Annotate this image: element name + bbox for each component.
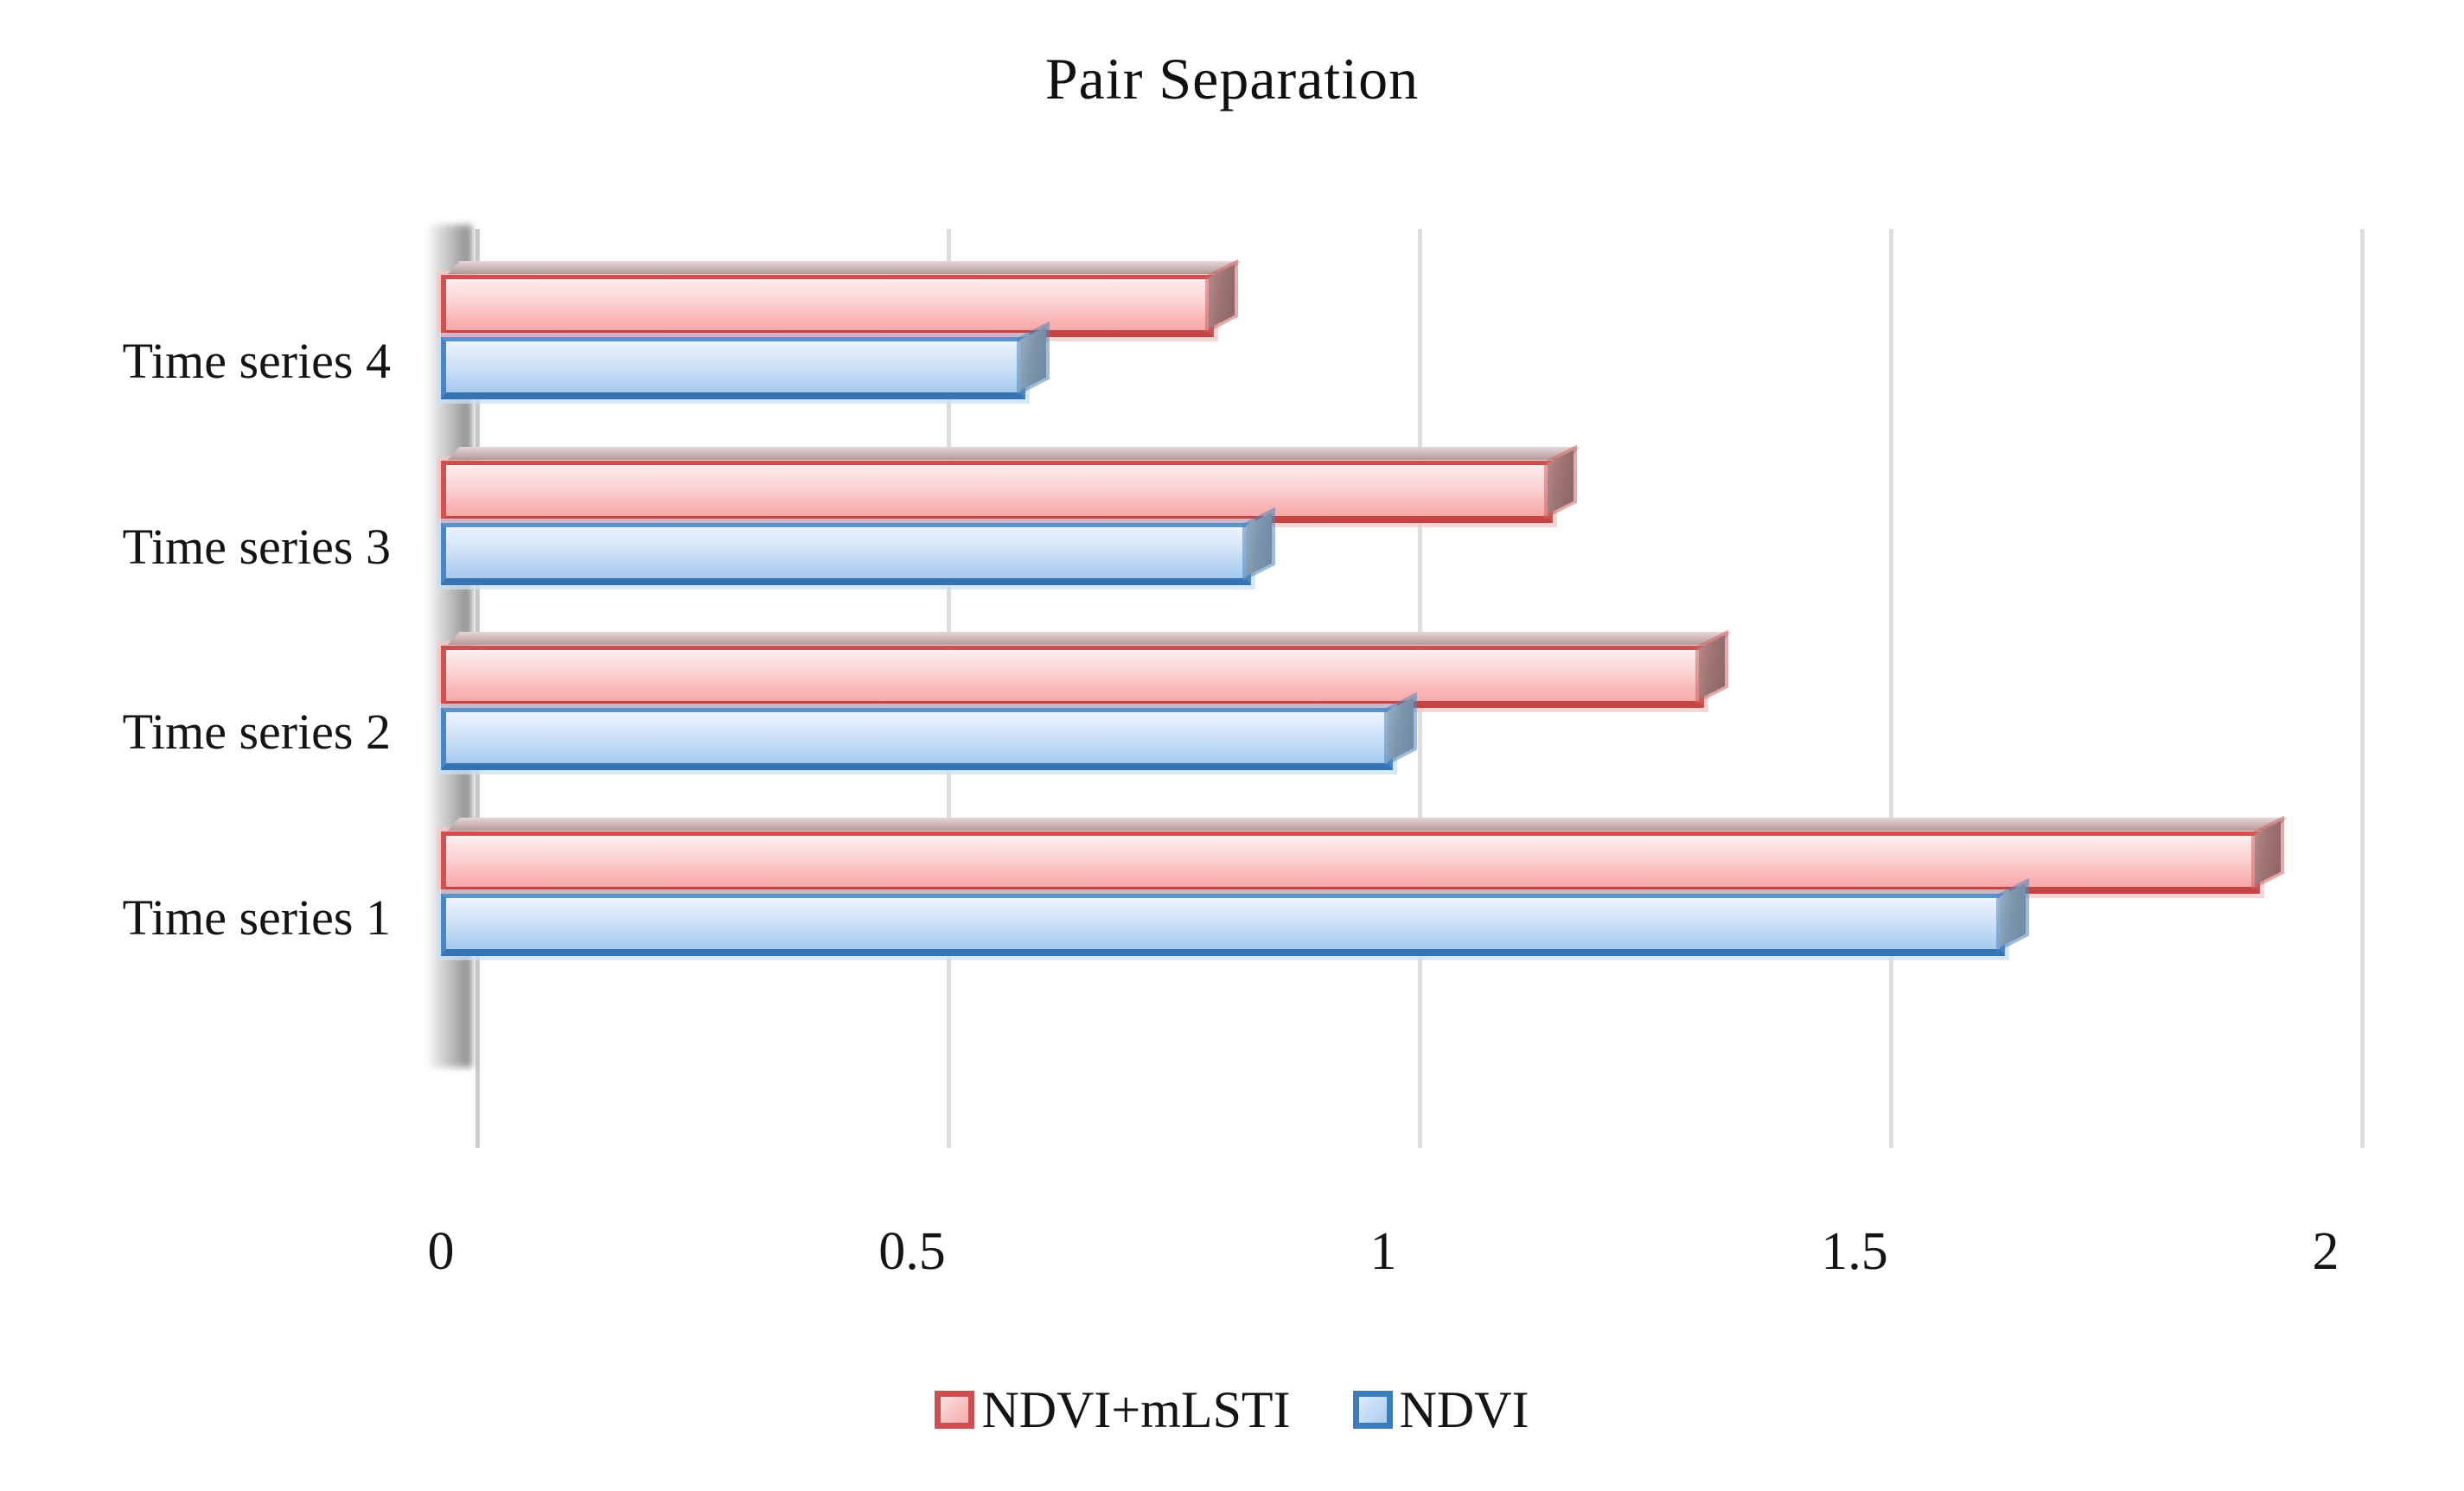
legend-label: NDVI: [1399, 1380, 1529, 1438]
x-tick-label: 0.5: [878, 1222, 946, 1281]
bar-top-face: [448, 261, 1242, 274]
x-tick-label: 2: [2312, 1222, 2340, 1281]
legend-item-ndvi: NDVI: [1352, 1380, 1529, 1440]
bar-top-face: [448, 632, 1732, 645]
bar-ndvi-time-series-4: [441, 326, 1046, 399]
x-tick-label: 0: [427, 1222, 455, 1281]
gridline: [1889, 229, 1893, 1148]
bar-top-face: [448, 817, 2288, 831]
bar-ndvi-mlsti-time-series-4: [441, 261, 1242, 337]
bar-ndvi-time-series-2: [441, 697, 1414, 770]
bar-top-face: [448, 446, 1580, 460]
bar-ndvi-time-series-3: [441, 512, 1272, 585]
bar-ndvi-mlsti-time-series-1: [441, 817, 2288, 894]
category-label: Time series 2: [122, 704, 391, 760]
legend-item-ndvi-mlsti: NDVI+mLSTI: [935, 1380, 1291, 1440]
legend-swatch-blue-icon: [1352, 1391, 1393, 1429]
legend: NDVI+mLSTI NDVI: [0, 1370, 2464, 1450]
category-label: Time series 1: [122, 889, 391, 946]
bar-ndvi-mlsti-time-series-3: [441, 446, 1580, 523]
category-label: Time series 3: [122, 518, 391, 575]
x-tick-label: 1.5: [1821, 1222, 1888, 1281]
x-tick-label: 1: [1369, 1222, 1397, 1281]
legend-label: NDVI+mLSTI: [981, 1380, 1291, 1438]
gridline: [2360, 229, 2365, 1148]
bar-ndvi-time-series-1: [441, 882, 2026, 956]
legend-swatch-red-icon: [935, 1391, 975, 1429]
bar-ndvi-mlsti-time-series-2: [441, 632, 1732, 708]
category-label: Time series 4: [122, 333, 391, 389]
chart-title: Pair Separation: [1044, 46, 1420, 112]
